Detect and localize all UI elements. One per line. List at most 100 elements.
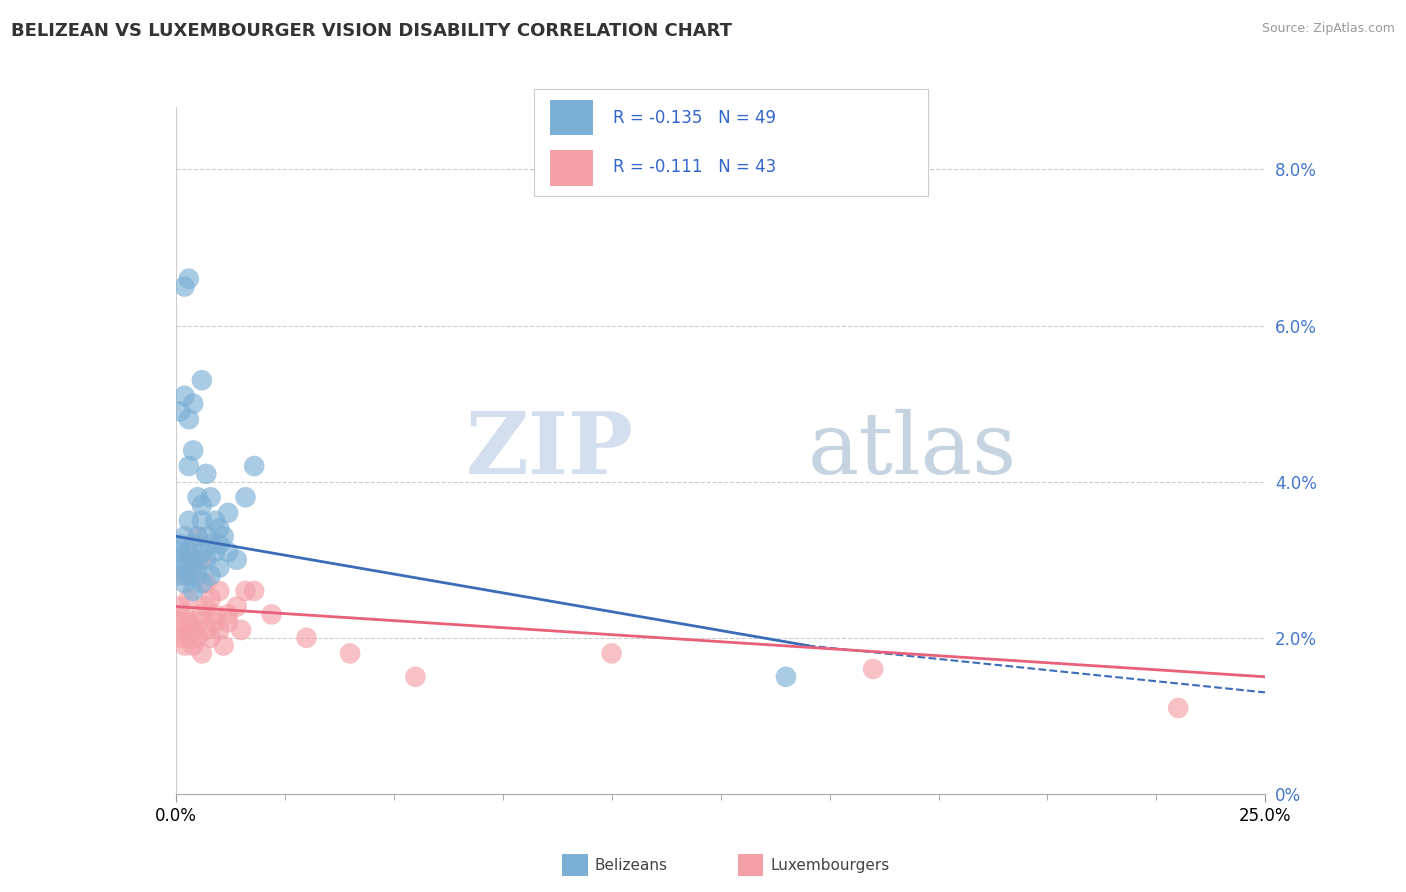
Point [186, 568, 209, 582]
Point [181, 396, 204, 410]
Point [177, 631, 200, 645]
Point [186, 631, 209, 645]
Point [169, 552, 191, 567]
Point [1167, 701, 1189, 715]
Point [177, 271, 200, 285]
Point [200, 568, 222, 582]
Point [208, 560, 231, 574]
Point [204, 545, 226, 559]
Point [217, 506, 239, 520]
Point [177, 591, 200, 606]
Point [181, 560, 204, 574]
Point [191, 545, 214, 559]
Point [200, 591, 222, 606]
Point [169, 615, 191, 630]
Point [235, 490, 257, 504]
Point [173, 560, 195, 574]
Point [181, 537, 204, 551]
Point [177, 514, 200, 528]
Point [208, 521, 231, 535]
Point [173, 568, 195, 582]
Point [260, 607, 283, 622]
Text: R = -0.111   N = 43: R = -0.111 N = 43 [613, 159, 776, 177]
Point [862, 662, 884, 676]
Point [212, 529, 235, 543]
Point [295, 631, 318, 645]
Point [191, 514, 214, 528]
Point [600, 646, 623, 660]
Point [177, 568, 200, 582]
Text: BELIZEAN VS LUXEMBOURGER VISION DISABILITY CORRELATION CHART: BELIZEAN VS LUXEMBOURGER VISION DISABILI… [11, 22, 733, 40]
Point [173, 639, 195, 653]
Point [195, 529, 218, 543]
Point [181, 560, 204, 574]
Point [173, 576, 195, 591]
Point [217, 545, 239, 559]
Point [191, 646, 214, 660]
Point [208, 583, 231, 598]
Point [186, 529, 209, 543]
Point [225, 552, 247, 567]
Text: R = -0.135   N = 49: R = -0.135 N = 49 [613, 109, 776, 127]
Text: Belizeans: Belizeans [595, 858, 668, 872]
Point [169, 404, 191, 418]
Point [181, 623, 204, 637]
Point [775, 670, 797, 684]
Point [173, 389, 195, 403]
Point [200, 631, 222, 645]
Point [235, 583, 257, 598]
FancyBboxPatch shape [550, 100, 593, 136]
Text: ZIP: ZIP [465, 409, 633, 492]
Point [186, 490, 209, 504]
Point [173, 607, 195, 622]
Point [181, 583, 204, 598]
Point [169, 568, 191, 582]
Point [200, 490, 222, 504]
Point [195, 576, 218, 591]
Point [177, 615, 200, 630]
Point [195, 467, 218, 481]
Point [217, 607, 239, 622]
Text: Luxembourgers: Luxembourgers [770, 858, 890, 872]
Point [177, 545, 200, 559]
Point [217, 615, 239, 630]
Point [339, 646, 361, 660]
Point [181, 443, 204, 458]
Point [173, 529, 195, 543]
Point [186, 552, 209, 567]
Point [204, 514, 226, 528]
Point [195, 599, 218, 614]
Text: atlas: atlas [807, 409, 1017, 492]
Point [191, 576, 214, 591]
Text: Source: ZipAtlas.com: Source: ZipAtlas.com [1261, 22, 1395, 36]
Point [177, 458, 200, 473]
Point [177, 545, 200, 559]
Point [243, 458, 266, 473]
Point [195, 623, 218, 637]
Point [405, 670, 427, 684]
Point [169, 545, 191, 559]
Point [181, 639, 204, 653]
Point [186, 615, 209, 630]
Point [191, 373, 214, 387]
Point [212, 639, 235, 653]
Point [191, 498, 214, 512]
Point [173, 279, 195, 293]
Point [208, 623, 231, 637]
Point [204, 615, 226, 630]
Point [204, 607, 226, 622]
Point [191, 607, 214, 622]
Point [195, 552, 218, 567]
Point [186, 529, 209, 543]
Point [173, 623, 195, 637]
Point [169, 537, 191, 551]
Point [243, 583, 266, 598]
Point [191, 552, 214, 567]
FancyBboxPatch shape [550, 150, 593, 186]
Point [177, 412, 200, 426]
Point [208, 537, 231, 551]
Point [169, 599, 191, 614]
Point [177, 552, 200, 567]
Point [169, 631, 191, 645]
Point [231, 623, 253, 637]
